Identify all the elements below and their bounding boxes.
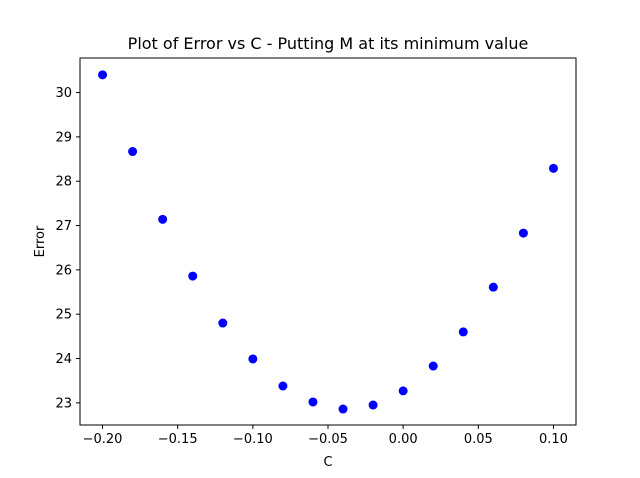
data-point (188, 271, 198, 281)
x-tick-label: −0.05 (308, 432, 348, 447)
plot-area-frame (79, 57, 577, 426)
x-tick-label: 0.10 (539, 432, 568, 447)
x-axis-label: C (323, 455, 332, 470)
y-tick-label: 27 (55, 219, 72, 234)
y-axis-label: Error (33, 225, 48, 257)
data-point (428, 361, 438, 371)
y-tick-label: 30 (55, 86, 72, 101)
x-tick-label: −0.10 (233, 432, 273, 447)
data-point (218, 318, 228, 328)
y-tick-label: 26 (55, 263, 72, 278)
data-point (518, 228, 528, 238)
data-point (548, 163, 558, 173)
y-tick-label: 24 (55, 352, 72, 367)
x-axis: −0.20 −0.15 −0.10 −0.05 0.00 0.05 0.10 (83, 425, 568, 447)
data-point (488, 282, 498, 292)
y-tick-label: 25 (55, 308, 72, 323)
data-point (158, 214, 168, 224)
data-point (308, 397, 318, 407)
data-point (458, 327, 468, 337)
x-tick-label: 0.00 (389, 432, 418, 447)
data-point (278, 381, 288, 391)
y-tick-label: 28 (55, 175, 72, 190)
x-tick-label: −0.15 (158, 432, 198, 447)
y-tick-label: 29 (55, 130, 72, 145)
data-points (98, 70, 558, 414)
x-tick-label: −0.20 (83, 432, 123, 447)
chart-title: Plot of Error vs C - Putting M at its mi… (128, 34, 529, 53)
x-tick-label: 0.05 (464, 432, 493, 447)
data-point (398, 386, 408, 396)
data-point (248, 354, 258, 364)
y-axis: 23 24 25 26 27 28 29 30 (55, 86, 80, 411)
data-point (98, 70, 108, 80)
y-tick-label: 23 (55, 396, 72, 411)
data-point (338, 404, 348, 414)
data-point (368, 400, 378, 410)
data-point (128, 147, 138, 157)
